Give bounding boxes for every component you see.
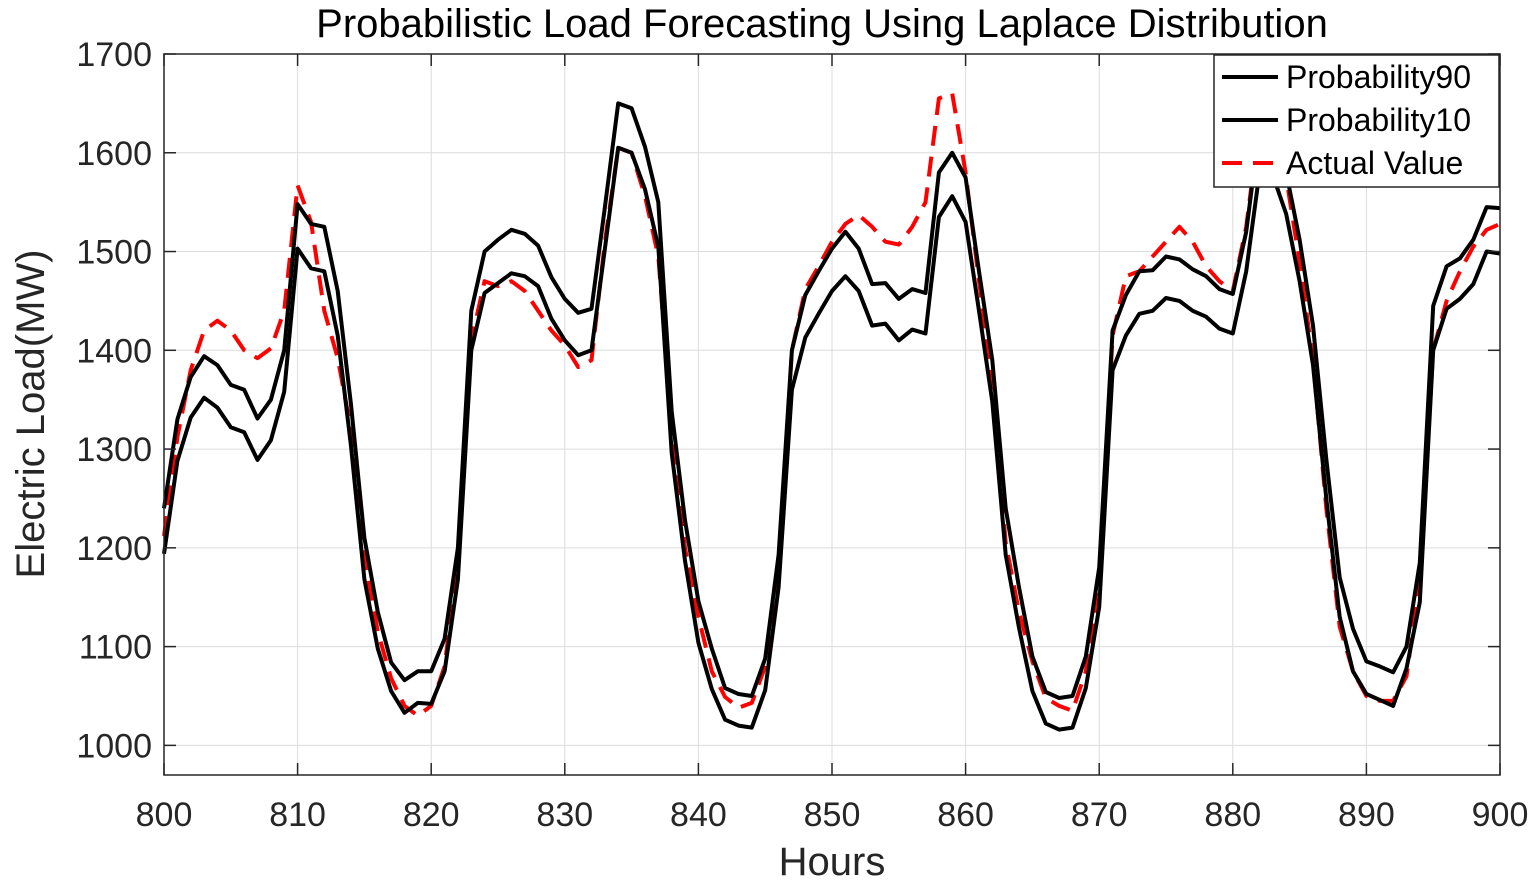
x-tick-label: 800: [136, 796, 193, 834]
y-axis-label: Electric Load(MW): [9, 250, 53, 579]
y-tick-label: 1400: [76, 332, 152, 370]
y-tick-label: 1100: [79, 629, 152, 667]
axis-ticks: 800 810 820 830 840 850 860 870 880 890 900 1000 110…: [76, 36, 1528, 834]
y-tick-label: 1600: [76, 135, 152, 173]
legend-label: Probability90: [1286, 59, 1471, 95]
legend: Probability90 Probability10 Actual Value: [1213, 54, 1500, 188]
y-tick-label: 1300: [76, 431, 152, 469]
x-tick-label: 890: [1338, 796, 1395, 834]
x-tick-label: 850: [804, 796, 861, 834]
series-line-probability10: [162, 145, 1501, 732]
y-tick-label: 1000: [76, 727, 152, 765]
x-tick-label: 820: [403, 796, 460, 834]
x-tick-label: 830: [536, 796, 593, 834]
x-tick-label: 860: [937, 796, 994, 834]
x-axis-label: Hours: [779, 840, 886, 881]
y-tick-label: 1500: [76, 234, 152, 272]
x-tick-label: 880: [1204, 796, 1261, 834]
x-tick-label: 810: [269, 796, 326, 834]
legend-label: Actual Value: [1286, 145, 1463, 181]
x-tick-label: 900: [1472, 796, 1529, 834]
x-tick-label: 870: [1071, 796, 1128, 834]
x-tick-label: 840: [670, 796, 727, 834]
y-tick-label: 1700: [76, 36, 152, 74]
legend-label: Probability10: [1286, 102, 1471, 138]
chart-title: Probabilistic Load Forecasting Using Lap…: [316, 2, 1328, 46]
y-tick-label: 1200: [76, 530, 152, 568]
